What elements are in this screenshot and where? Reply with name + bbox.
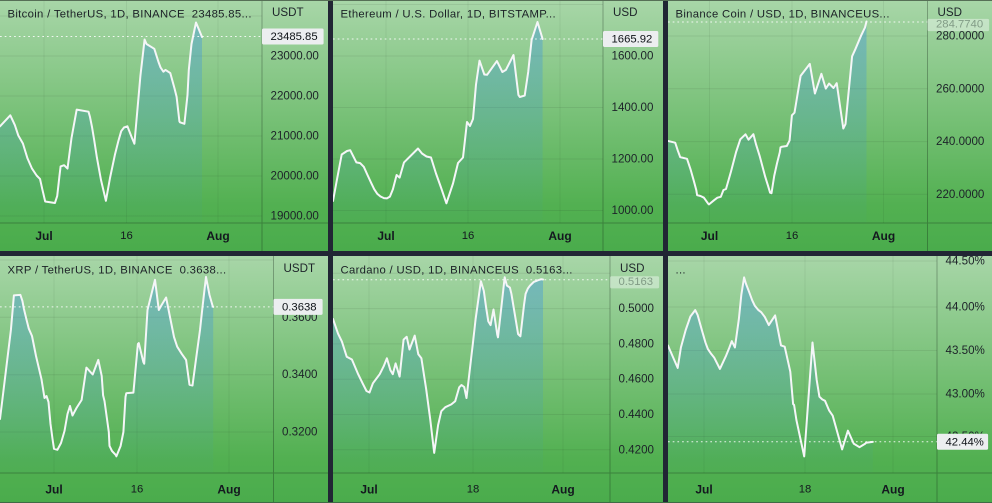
svg-text:1600.00: 1600.00 (612, 50, 654, 63)
svg-text:19000.00: 19000.00 (271, 210, 319, 223)
svg-text:16: 16 (120, 230, 133, 242)
svg-text:0.3200: 0.3200 (282, 426, 317, 439)
svg-text:16: 16 (462, 230, 475, 242)
svg-text:Aug: Aug (548, 229, 571, 243)
svg-text:USD: USD (613, 6, 637, 19)
svg-text:Aug: Aug (551, 483, 574, 497)
svg-text:240.0000: 240.0000 (936, 135, 984, 148)
svg-text:260.0000: 260.0000 (936, 82, 984, 95)
svg-text:XRP / TetherUS, 1D, BINANCE 0: XRP / TetherUS, 1D, BINANCE 0.3638... (8, 264, 227, 276)
svg-text:USD: USD (620, 262, 644, 275)
svg-text:220.0000: 220.0000 (936, 188, 984, 201)
svg-text:Jul: Jul (35, 229, 52, 243)
svg-text:16: 16 (786, 230, 799, 242)
svg-text:Jul: Jul (45, 483, 62, 497)
svg-text:Aug: Aug (872, 229, 895, 243)
svg-text:1200.00: 1200.00 (612, 153, 654, 166)
svg-text:Cardano / USD, 1D, BINANCEUS: Cardano / USD, 1D, BINANCEUS 0.5163... (341, 264, 573, 276)
svg-text:0.4400: 0.4400 (619, 408, 654, 421)
svg-text:Ethereum / U.S. Dollar, 1D, BI: Ethereum / U.S. Dollar, 1D, BITSTAMP... (341, 8, 556, 20)
svg-text:20000.00: 20000.00 (271, 170, 319, 183)
svg-text:280.0000: 280.0000 (936, 30, 984, 43)
svg-text:23485.85: 23485.85 (271, 31, 318, 43)
svg-text:Binance Coin / USD, 1D, BINANC: Binance Coin / USD, 1D, BINANCEUS... (676, 8, 890, 20)
svg-text:44.00%: 44.00% (946, 301, 985, 314)
svg-text:43.00%: 43.00% (946, 388, 985, 401)
svg-text:Bitcoin / TetherUS, 1D, BINANC: Bitcoin / TetherUS, 1D, BINANCE 23485.85… (8, 8, 252, 20)
svg-text:43.50%: 43.50% (946, 344, 985, 357)
svg-text:0.4800: 0.4800 (619, 337, 654, 350)
svg-text:...: ... (676, 264, 686, 276)
svg-text:USD: USD (938, 6, 962, 19)
svg-text:Jul: Jul (360, 483, 377, 497)
svg-text:0.4600: 0.4600 (619, 373, 654, 386)
svg-text:Jul: Jul (695, 483, 712, 497)
svg-text:42.44%: 42.44% (946, 436, 984, 448)
svg-text:0.5163: 0.5163 (619, 276, 654, 288)
svg-text:16: 16 (131, 484, 144, 496)
svg-text:1665.92: 1665.92 (612, 34, 653, 46)
svg-text:Jul: Jul (701, 229, 718, 243)
svg-text:0.5000: 0.5000 (619, 302, 654, 315)
svg-text:18: 18 (799, 484, 812, 496)
svg-text:1000.00: 1000.00 (612, 204, 654, 217)
svg-text:Aug: Aug (206, 229, 229, 243)
svg-text:284.7740: 284.7740 (936, 19, 983, 31)
svg-text:Aug: Aug (217, 483, 240, 497)
svg-text:0.4200: 0.4200 (619, 443, 654, 456)
svg-text:0.3638: 0.3638 (282, 301, 317, 313)
svg-text:18: 18 (467, 484, 480, 496)
svg-text:USDT: USDT (284, 262, 316, 275)
svg-text:Jul: Jul (377, 229, 394, 243)
svg-text:23000.00: 23000.00 (271, 50, 319, 63)
svg-text:USDT: USDT (272, 6, 304, 19)
svg-text:22000.00: 22000.00 (271, 90, 319, 103)
svg-text:21000.00: 21000.00 (271, 130, 319, 143)
svg-text:Aug: Aug (881, 483, 904, 497)
svg-text:1400.00: 1400.00 (612, 101, 654, 114)
svg-text:44.50%: 44.50% (946, 256, 985, 268)
svg-text:0.3400: 0.3400 (282, 368, 317, 381)
